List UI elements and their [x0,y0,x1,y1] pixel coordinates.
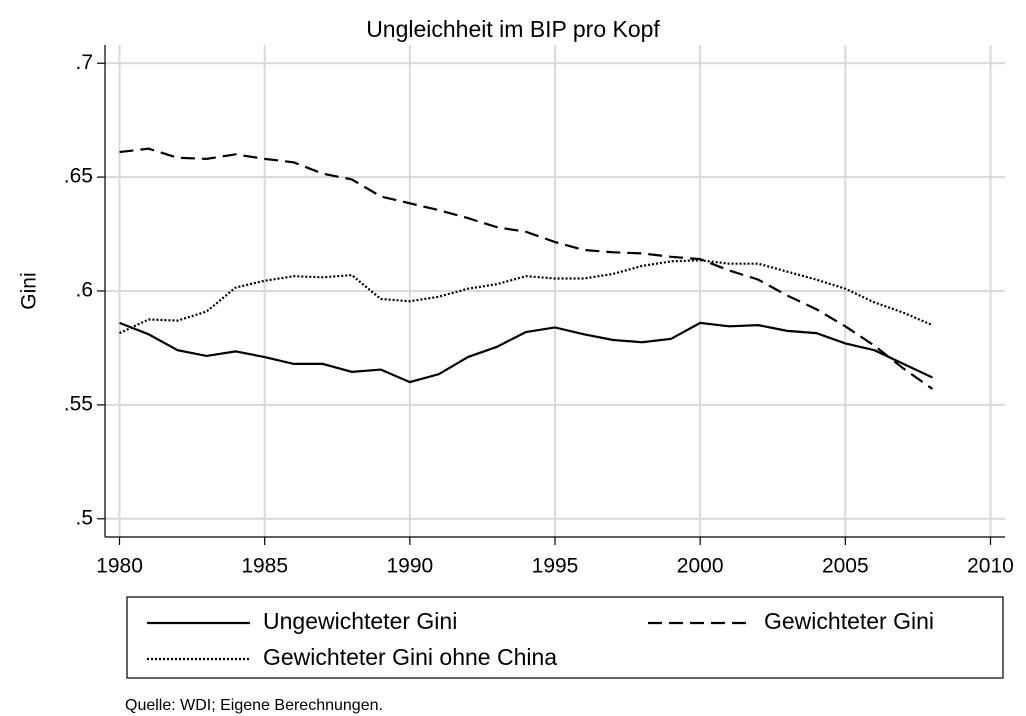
series-line [119,147,934,390]
legend-box [126,596,1004,679]
legend-label: Gewichteter Gini [764,608,934,634]
y-tick-label: .5 [75,506,93,529]
x-tick-label: 1985 [241,555,288,578]
chart-title: Ungleichheit im BIP pro Kopf [366,16,660,42]
x-tick-label: 1990 [386,555,433,578]
y-tick-label: .65 [64,165,93,188]
x-tick-label: 1980 [96,555,143,578]
x-tick-label: 1995 [532,555,579,578]
y-tick-label: .55 [64,392,93,415]
y-tick-label: .6 [75,279,93,302]
series-line [119,259,933,335]
y-tick-label: .7 [75,51,93,74]
x-tick-label: 2005 [822,555,869,578]
x-tick-label: 2010 [967,555,1014,578]
legend-label: Gewichteter Gini ohne China [263,644,557,670]
x-tick-label: 2000 [677,555,724,578]
source-note: Quelle: WDI; Eigene Berechnungen. [125,697,383,714]
series-line [119,321,933,384]
y-axis-title: Gini [18,272,41,309]
legend-label: Ungewichteter Gini [263,608,457,634]
